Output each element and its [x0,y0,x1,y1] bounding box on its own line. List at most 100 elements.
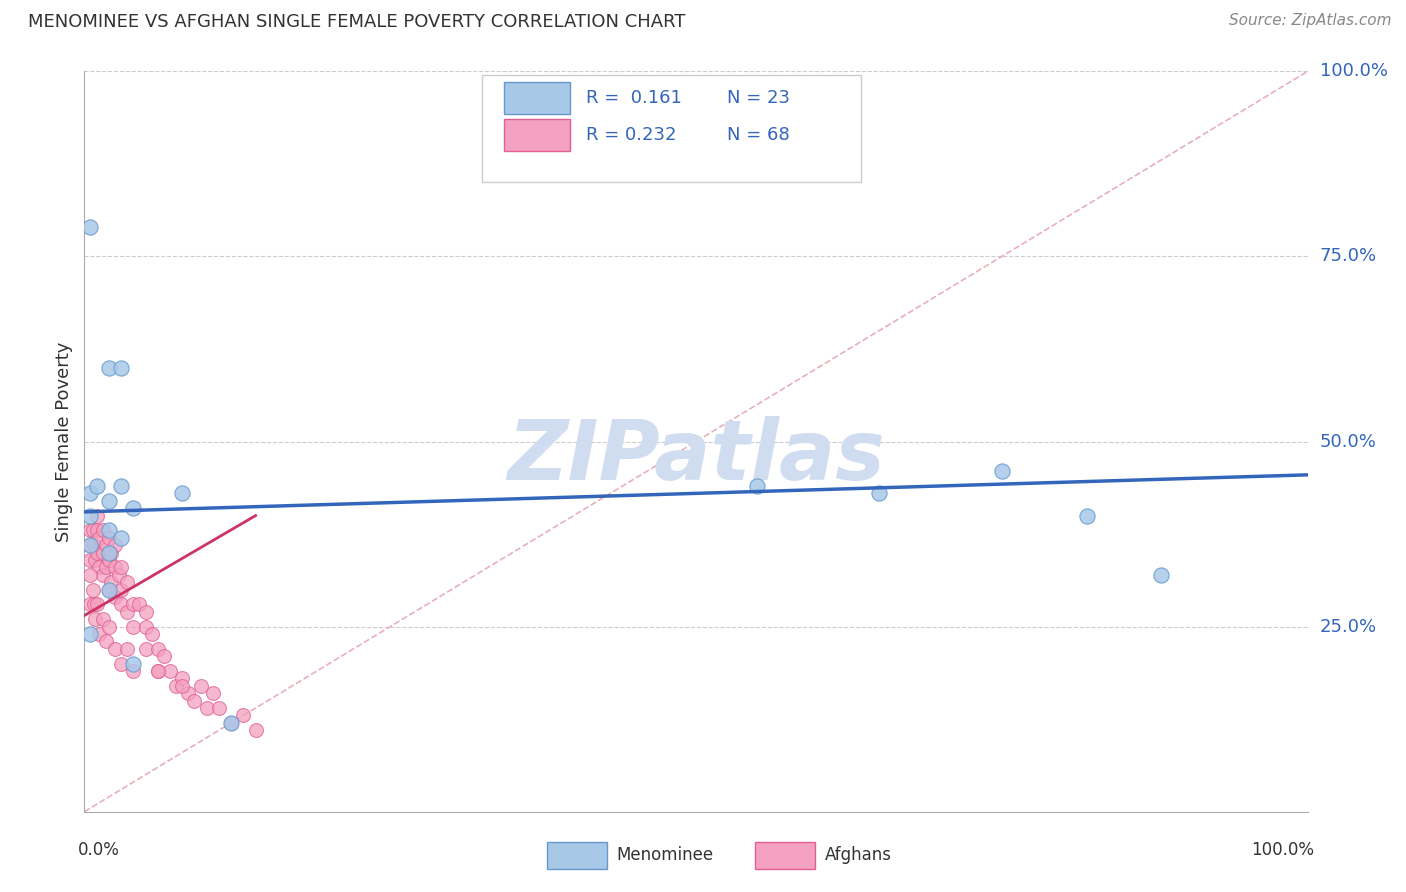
Point [104,538,127,552]
Point [165,679,187,693]
Point [172,672,194,686]
Point [232,708,254,723]
Text: 75.0%: 75.0% [1320,247,1376,266]
Point [1150,567,1173,582]
Point [100,575,122,590]
Point [122,598,145,612]
Point [79,486,101,500]
Point [84,553,107,567]
Text: N = 23: N = 23 [727,89,790,107]
Point [79,598,101,612]
Text: R = 0.232: R = 0.232 [586,126,676,144]
Point [83,538,105,552]
Point [115,575,138,590]
Point [110,598,132,612]
Point [87,560,110,574]
Point [86,524,108,538]
Point [869,486,891,500]
Point [219,715,242,730]
Point [82,524,104,538]
Point [79,524,101,538]
Point [110,531,132,545]
Point [190,679,212,693]
Point [110,360,132,375]
Point [172,679,194,693]
Point [86,508,108,523]
Point [91,612,114,626]
Point [91,524,114,538]
Point [97,524,120,538]
FancyBboxPatch shape [755,842,814,869]
Point [183,694,205,708]
Text: N = 68: N = 68 [727,126,789,144]
Point [122,664,145,678]
Point [100,546,122,560]
Point [990,464,1012,478]
Point [110,582,132,597]
Text: 0.0%: 0.0% [79,841,120,859]
Point [115,605,138,619]
Point [110,560,132,574]
Point [747,479,769,493]
Point [97,531,120,545]
Point [115,641,138,656]
Point [107,567,129,582]
Point [97,546,120,560]
Point [97,493,120,508]
Point [146,664,169,678]
Point [153,649,176,664]
Point [172,486,194,500]
Point [97,619,120,633]
Point [83,598,105,612]
Point [1076,508,1098,523]
Text: 100.0%: 100.0% [1320,62,1388,80]
Text: 50.0%: 50.0% [1320,433,1376,450]
Point [208,701,231,715]
Point [122,657,145,671]
Point [97,582,120,597]
Point [104,560,127,574]
Y-axis label: Single Female Poverty: Single Female Poverty [55,342,73,541]
Point [159,664,181,678]
Point [104,590,127,604]
Point [135,605,157,619]
Point [79,538,101,552]
Point [97,360,120,375]
Text: Menominee: Menominee [616,847,714,864]
Point [122,619,145,633]
Point [146,641,169,656]
FancyBboxPatch shape [503,82,569,113]
Text: MENOMINEE VS AFGHAN SINGLE FEMALE POVERTY CORRELATION CHART: MENOMINEE VS AFGHAN SINGLE FEMALE POVERT… [28,13,686,31]
Point [86,546,108,560]
Point [110,479,132,493]
Text: Source: ZipAtlas.com: Source: ZipAtlas.com [1229,13,1392,29]
Point [104,641,127,656]
Point [96,538,118,552]
Point [86,479,108,493]
Point [128,598,150,612]
Point [177,686,200,700]
Point [87,531,110,545]
Point [195,701,218,715]
Text: ZIPatlas: ZIPatlas [508,416,884,497]
Point [79,219,101,234]
FancyBboxPatch shape [482,75,860,183]
Point [79,538,101,552]
Point [97,553,120,567]
Point [91,546,114,560]
Point [91,567,114,582]
Point [135,641,157,656]
Text: Afghans: Afghans [824,847,891,864]
Point [84,612,107,626]
Point [110,657,132,671]
Point [146,664,169,678]
FancyBboxPatch shape [503,120,569,151]
Point [79,567,101,582]
Point [86,598,108,612]
Text: 25.0%: 25.0% [1320,617,1376,636]
Point [96,560,118,574]
Point [122,501,145,516]
FancyBboxPatch shape [547,842,606,869]
Point [87,627,110,641]
Point [79,627,101,641]
